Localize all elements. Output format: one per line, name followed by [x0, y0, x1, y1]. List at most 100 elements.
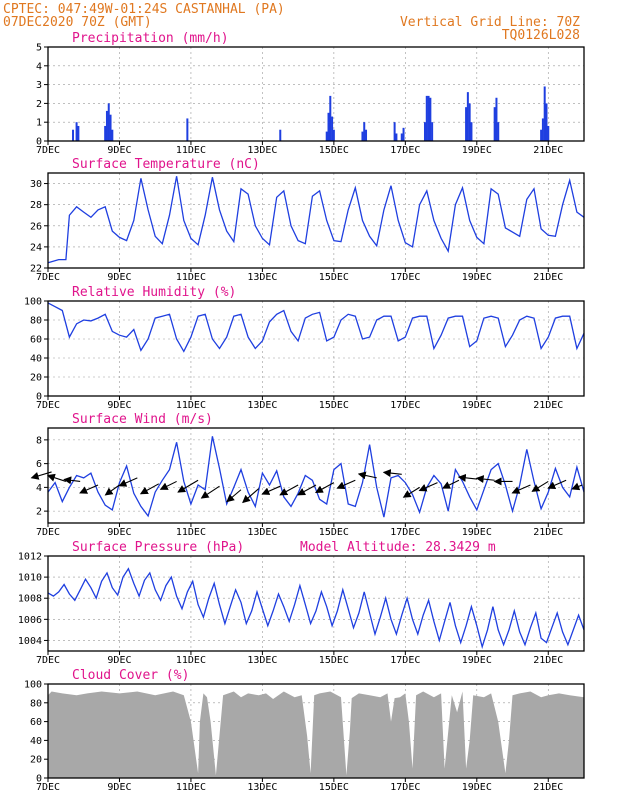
wind-vector [314, 482, 335, 494]
wind-vector [531, 480, 549, 492]
y-tick-label: 8 [36, 435, 42, 446]
x-tick-label: 11DEC [176, 272, 206, 283]
precip-bar [465, 107, 468, 141]
y-tick-label: 6 [36, 459, 42, 470]
wind-vector [297, 484, 317, 496]
x-tick-label: 13DEC [247, 145, 277, 156]
panel-frame [47, 683, 585, 779]
precip-bar [423, 122, 426, 141]
x-tick-label: 19DEC [462, 655, 492, 666]
precip-bar [543, 86, 546, 141]
y-tick-label: 22 [30, 264, 42, 275]
x-tick-label: 9DEC [107, 145, 131, 156]
y-tick-label: 26 [30, 221, 42, 232]
wind-vector [261, 485, 281, 495]
precip-bar [495, 97, 498, 141]
x-tick-label: 19DEC [462, 272, 492, 283]
wind-vector [418, 482, 438, 492]
header-code: TQ0126L028 [502, 28, 580, 43]
x-tick-label: 7DEC [36, 655, 60, 666]
x-tick-label: 9DEC [107, 527, 131, 538]
model-altitude: Model Altitude: 28.3429 m [300, 540, 496, 555]
x-tick-label: 21DEC [533, 272, 563, 283]
x-tick-label: 21DEC [533, 655, 563, 666]
panel-title: Precipitation (mm/h) [72, 31, 229, 46]
panel-wind: 2 4 6 8 7DEC 9DEC 11DEC 13DEC 15DEC 17DEC 19DEC 21D… [30, 412, 585, 538]
precip-bar [327, 112, 330, 141]
precip-bar [547, 125, 550, 141]
x-tick-label: 21DEC [533, 400, 563, 411]
precip-bar [468, 103, 471, 141]
x-tick-label: 7DEC [36, 527, 60, 538]
x-tick-label: 9DEC [107, 782, 131, 793]
x-tick-label: 17DEC [390, 145, 420, 156]
header-location: CPTEC: 047:49W-01:24S CASTANHAL (PA) [3, 2, 285, 17]
y-tick-label: 1 [36, 118, 42, 129]
wind-line [47, 436, 585, 518]
precip-bar [72, 129, 75, 141]
x-tick-label: 19DEC [462, 145, 492, 156]
x-tick-label: 17DEC [390, 272, 420, 283]
x-tick-label: 13DEC [247, 400, 277, 411]
y-tick-label: 100 [24, 680, 42, 691]
panel-title: Surface Pressure (hPa) [72, 540, 244, 555]
y-tick-label: 28 [30, 200, 42, 211]
precip-bar [470, 122, 473, 141]
y-tick-label: 24 [30, 242, 42, 253]
x-tick-label: 7DEC [36, 782, 60, 793]
precip-bar [104, 125, 107, 141]
wind-vector [63, 476, 81, 485]
x-tick-label: 7DEC [36, 400, 60, 411]
y-tick-label: 1008 [18, 594, 42, 605]
panel-temp: 22 24 26 28 30 7DEC 9DEC 11DEC 13DEC 15DEC 17DEC 19… [30, 157, 585, 283]
y-tick-label: 80 [30, 698, 42, 709]
x-tick-label: 9DEC [107, 400, 131, 411]
wind-vector [104, 484, 120, 496]
wind-vector [79, 484, 99, 494]
x-tick-label: 9DEC [107, 655, 131, 666]
x-tick-label: 9DEC [107, 272, 131, 283]
wind-vector [547, 479, 567, 490]
header-grid-line: Vertical Grid Line: 70Z [400, 15, 580, 30]
wind-vector [475, 475, 495, 484]
temp-line [47, 176, 585, 264]
precip-bar [425, 95, 428, 141]
precip-bar [427, 95, 430, 141]
precip-bar [545, 103, 548, 141]
y-tick-label: 60 [30, 335, 42, 346]
y-tick-label: 1010 [18, 573, 42, 584]
y-tick-label: 0 [36, 392, 42, 403]
y-tick-label: 100 [24, 297, 42, 308]
wind-vector [457, 473, 477, 482]
x-tick-label: 17DEC [390, 527, 420, 538]
precip-bar [75, 122, 78, 141]
precip-bar [497, 122, 500, 141]
wind-vector [336, 479, 356, 490]
y-tick-label: 80 [30, 316, 42, 327]
header-date: 07DEC2020 70Z (GMT) [3, 15, 152, 30]
y-tick-label: 0 [36, 774, 42, 785]
panel-precip: 0 1 2 3 4 5 7DEC 9DEC 11DEC 13DEC 15DEC 17DEC 19DEC 2… [36, 31, 585, 156]
precip-bar [493, 107, 496, 141]
precip-bar [361, 131, 364, 141]
y-tick-label: 1006 [18, 615, 42, 626]
panel-title: Cloud Cover (%) [72, 668, 189, 683]
wind-vector [442, 479, 460, 489]
pressure-line [47, 567, 585, 650]
y-tick-label: 2 [36, 507, 42, 518]
y-tick-label: 4 [36, 483, 42, 494]
cloud-area [48, 691, 584, 778]
x-tick-label: 17DEC [390, 655, 420, 666]
precip-bar [325, 131, 328, 141]
precip-bar [363, 122, 366, 141]
wind-vector [279, 484, 299, 496]
y-tick-label: 1004 [18, 636, 42, 647]
precip-bar [395, 133, 398, 141]
y-tick-label: 40 [30, 736, 42, 747]
wind-vector [226, 489, 242, 503]
x-tick-label: 7DEC [36, 272, 60, 283]
wind-vector [177, 479, 199, 493]
x-tick-label: 15DEC [319, 782, 349, 793]
panel-title: Surface Wind (m/s) [72, 412, 213, 427]
